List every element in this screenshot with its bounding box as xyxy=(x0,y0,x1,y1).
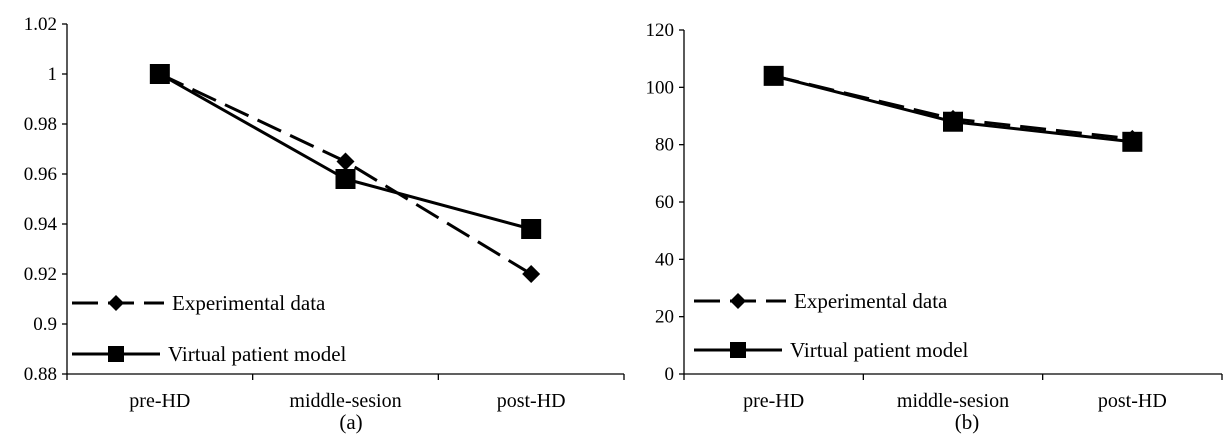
y-tick-label: 0.94 xyxy=(24,214,58,235)
y-tick-label: 100 xyxy=(646,77,675,98)
legend-entry-model: Virtual patient model xyxy=(694,338,969,362)
x-tick-label: pre-HD xyxy=(129,390,190,412)
y-tick-label: 80 xyxy=(655,135,674,156)
x-tick-label: post-HD xyxy=(497,390,566,412)
x-tick-label: middle-sesion xyxy=(897,390,1009,412)
legend-entry-experimental: Experimental data xyxy=(694,289,948,313)
diamond-marker xyxy=(336,152,355,171)
y-tick-label: 20 xyxy=(655,307,674,328)
y-tick-label: 0.92 xyxy=(24,264,57,285)
chart-subtitle: (b) xyxy=(955,410,980,434)
legend-label: Virtual patient model xyxy=(168,342,347,366)
y-tick-label: 1.02 xyxy=(24,14,57,35)
diamond-marker xyxy=(150,65,169,83)
x-tick-label: pre-HD xyxy=(743,390,804,412)
diamond-marker xyxy=(1123,129,1142,148)
series-experimental xyxy=(150,65,541,283)
y-tick-label: 120 xyxy=(646,20,675,41)
diamond-marker xyxy=(764,66,783,85)
x-tick-label: middle-sesion xyxy=(289,390,401,412)
diamond-marker xyxy=(944,109,962,128)
y-tick-label: 0.98 xyxy=(24,114,57,135)
legend-diamond-marker xyxy=(730,293,746,309)
legend-label: Experimental data xyxy=(172,291,326,315)
y-tick-label: 0.88 xyxy=(24,364,57,385)
series-experimental xyxy=(764,66,1142,148)
y-tick-label: 0.9 xyxy=(33,314,57,335)
legend-label: Virtual patient model xyxy=(790,338,969,362)
series-model xyxy=(763,65,1143,152)
x-tick-label: post-HD xyxy=(1098,390,1167,412)
square-marker xyxy=(335,169,356,189)
series-line xyxy=(159,72,532,231)
legend: Experimental data Virtual patient model xyxy=(694,289,969,362)
legend-square-marker xyxy=(108,346,124,362)
legend: Experimental data Virtual patient model xyxy=(72,291,347,366)
legend-entry-experimental: Experimental data xyxy=(72,291,326,315)
square-marker xyxy=(521,219,542,239)
legend-entry-model: Virtual patient model xyxy=(72,342,347,366)
y-tick-label: 40 xyxy=(655,249,674,270)
legend-square-marker xyxy=(730,342,746,358)
series-model xyxy=(149,64,542,239)
legend-diamond-marker xyxy=(108,295,124,311)
chart-subtitle: (a) xyxy=(339,410,362,434)
chart-panel-a: 1.02 1 0.98 0.96 0.94 0.92 0.9 0.88 pre-HD middle… xyxy=(24,14,625,434)
y-tick-label: 0 xyxy=(665,364,675,385)
legend-label: Experimental data xyxy=(794,289,948,313)
chart-panel-b: 120 100 80 60 40 20 0 pre-HD middle-sesion post-H… xyxy=(646,20,1223,434)
y-tick-label: 60 xyxy=(655,192,674,213)
y-tick-label: 1 xyxy=(48,64,58,85)
diamond-marker xyxy=(522,265,541,283)
y-tick-label: 0.96 xyxy=(24,164,57,185)
